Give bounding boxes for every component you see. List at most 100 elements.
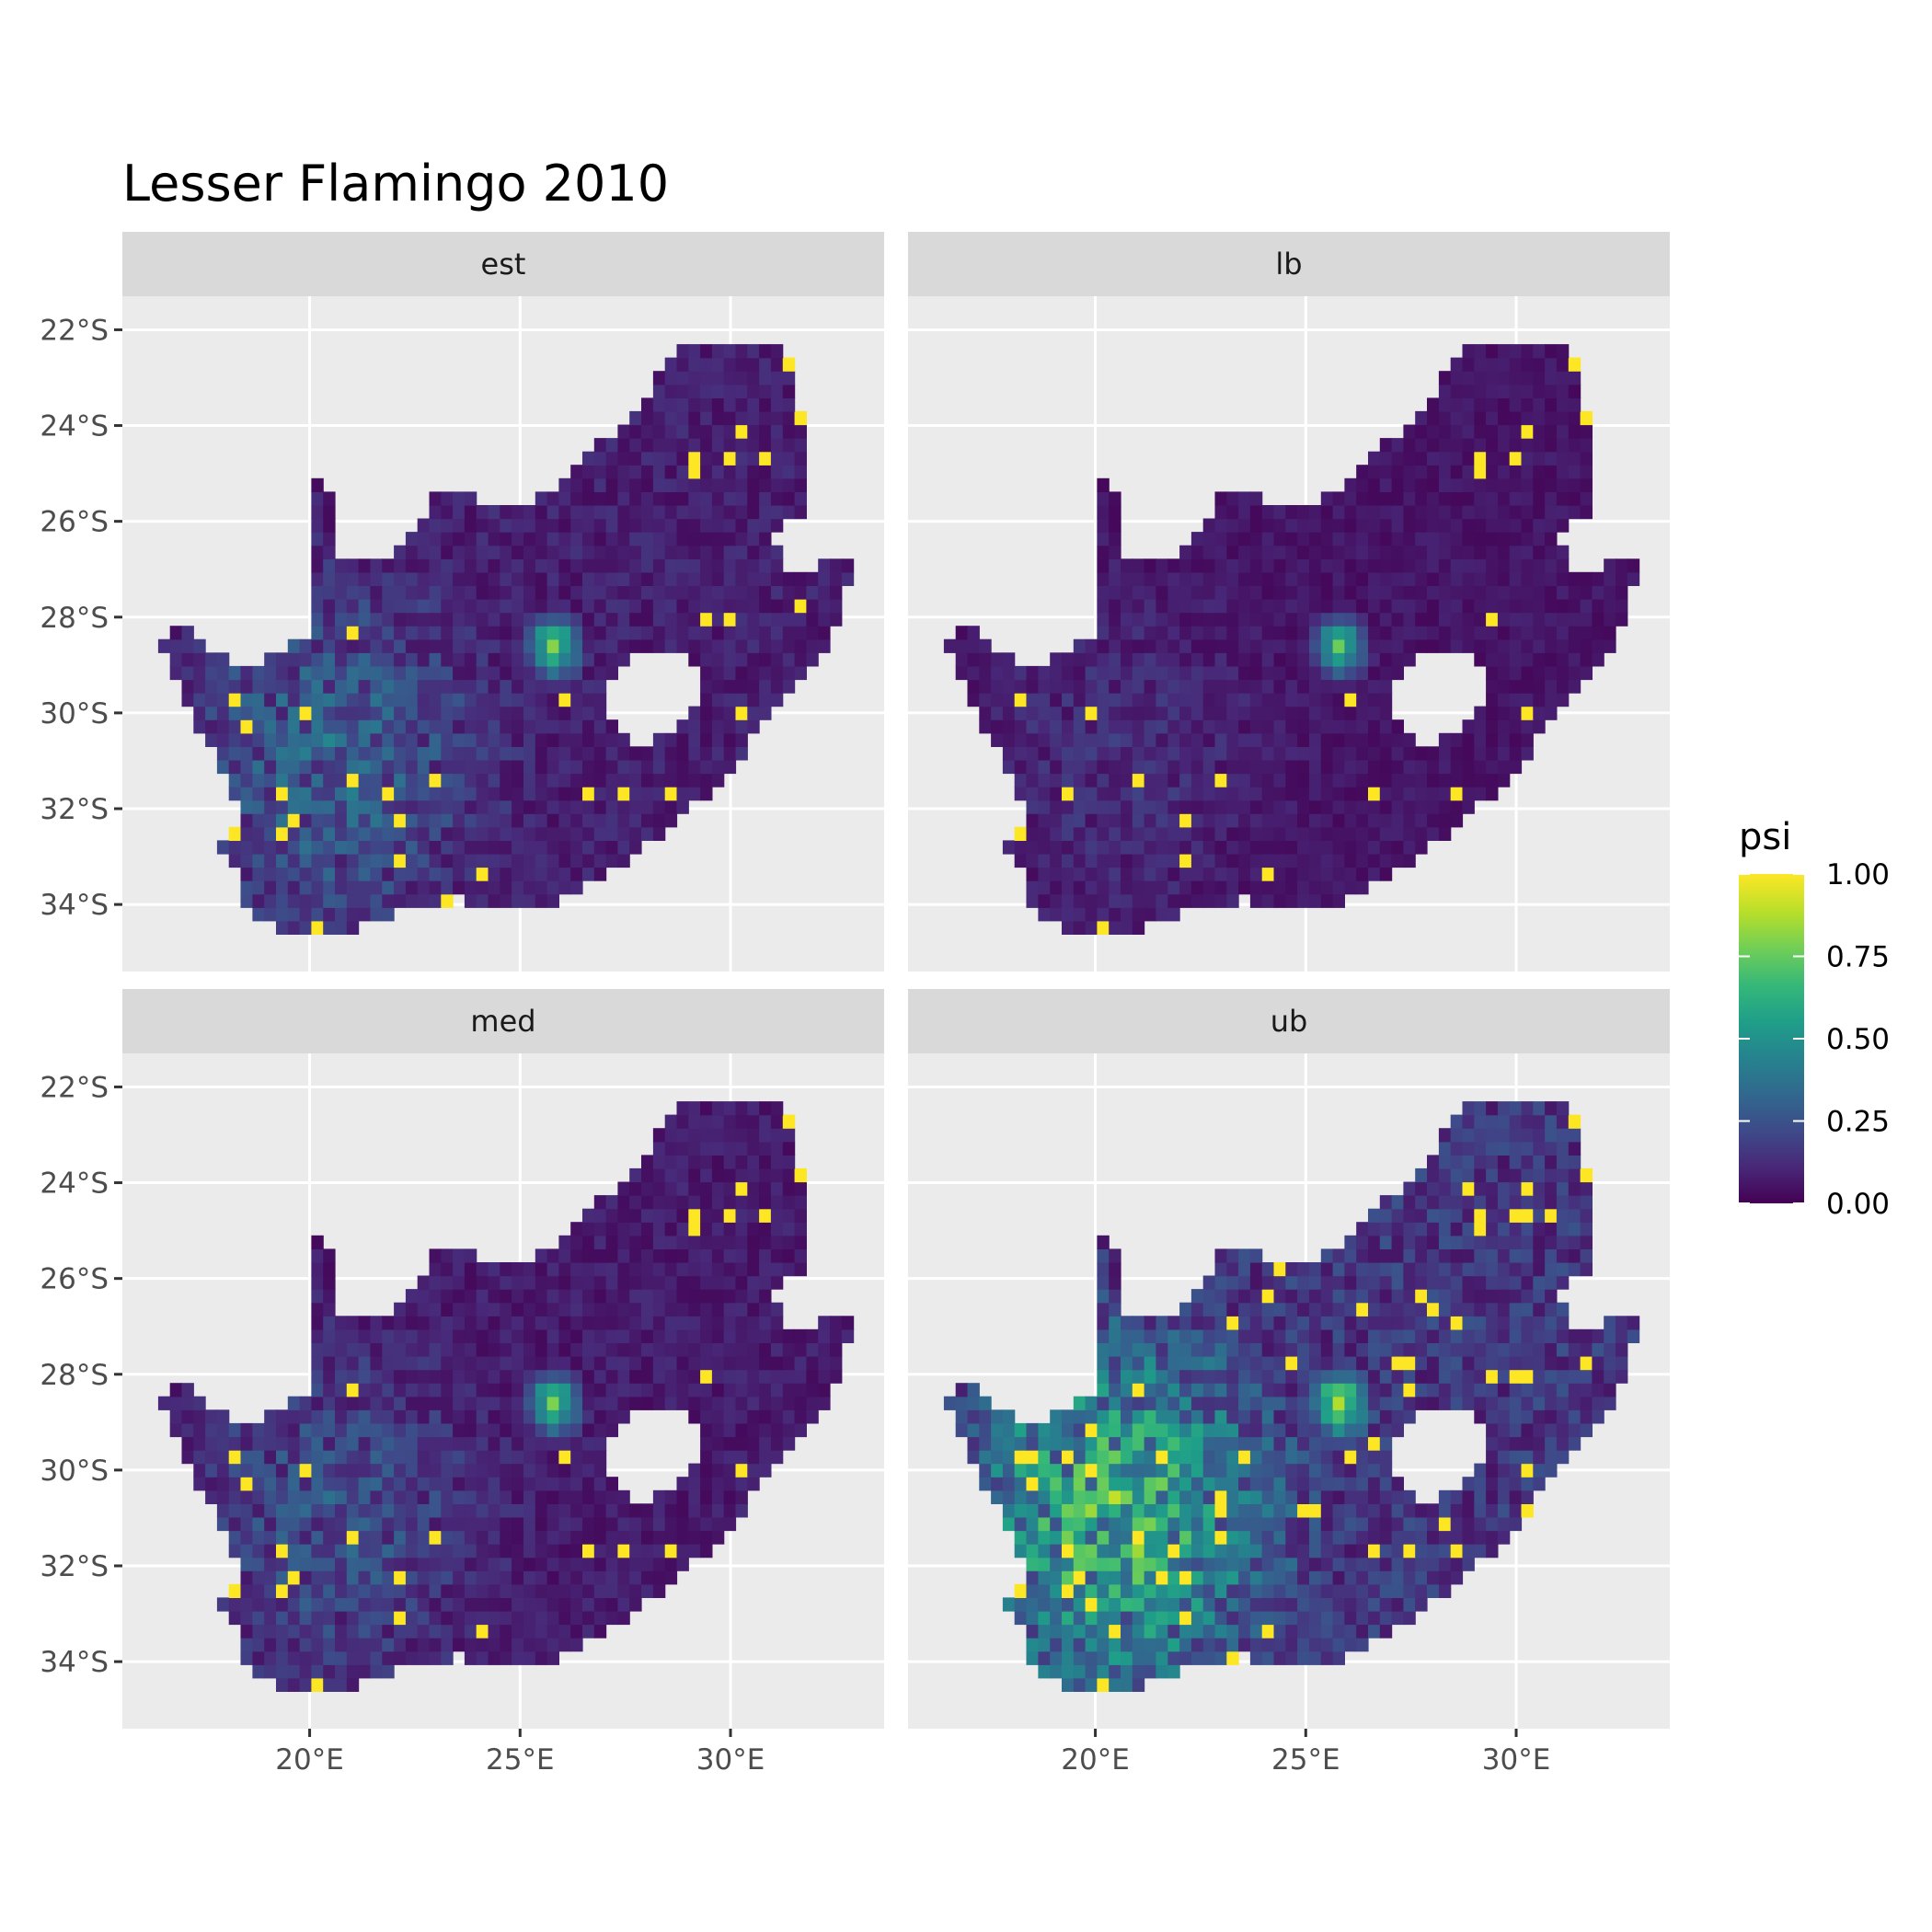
- cell: [1002, 1450, 1016, 1465]
- cell: [1132, 1557, 1145, 1571]
- cell: [546, 1597, 559, 1612]
- cell: [476, 665, 489, 681]
- cell: [500, 746, 512, 761]
- cell: [629, 1181, 642, 1196]
- cell: [287, 1597, 301, 1612]
- cell: [747, 1422, 760, 1438]
- cell: [747, 1208, 760, 1223]
- cell: [582, 638, 595, 653]
- cell: [1356, 880, 1369, 895]
- cell: [1285, 505, 1298, 520]
- cell: [405, 732, 419, 747]
- cell: [1450, 1489, 1464, 1504]
- cell: [1486, 1544, 1499, 1558]
- cell: [582, 599, 595, 614]
- cell: [546, 1530, 559, 1545]
- cell: [240, 773, 253, 788]
- cell: [652, 1503, 666, 1518]
- cell: [453, 1302, 466, 1317]
- cell: [1038, 1503, 1051, 1518]
- cell: [429, 518, 442, 533]
- cell: [1261, 585, 1275, 600]
- cell: [453, 840, 466, 855]
- cell: [1073, 1570, 1087, 1585]
- cell: [1273, 599, 1286, 614]
- cell: [688, 773, 701, 788]
- cell: [1261, 571, 1275, 586]
- cell: [1190, 1544, 1204, 1558]
- cell: [664, 1544, 678, 1558]
- cell: [1509, 693, 1523, 707]
- cell: [794, 1396, 807, 1410]
- cell: [276, 732, 289, 747]
- cell: [558, 1328, 571, 1343]
- cell: [1132, 612, 1145, 627]
- cell: [723, 505, 737, 520]
- cell: [1073, 719, 1087, 734]
- cell: [735, 465, 748, 479]
- cell: [523, 1557, 536, 1571]
- cell: [523, 1610, 536, 1626]
- cell: [747, 1409, 760, 1424]
- cell: [394, 1503, 407, 1518]
- cell: [1462, 410, 1475, 426]
- cell: [1156, 585, 1168, 600]
- cell: [1521, 371, 1534, 385]
- cell: [770, 558, 784, 573]
- cell: [417, 571, 431, 586]
- cell: [676, 1275, 689, 1290]
- cell: [782, 679, 796, 694]
- cell: [512, 1624, 524, 1639]
- cell: [723, 1516, 737, 1532]
- cell: [464, 1583, 477, 1598]
- cell: [1085, 1638, 1098, 1652]
- cell: [323, 558, 336, 573]
- cell: [1085, 1477, 1098, 1491]
- cell: [1462, 397, 1475, 412]
- cell: [441, 679, 454, 694]
- cell: [1121, 1557, 1133, 1571]
- cell: [770, 1262, 784, 1277]
- cell: [1356, 1436, 1369, 1451]
- cell: [181, 693, 194, 707]
- cell: [1332, 867, 1345, 881]
- cell: [1320, 732, 1334, 747]
- cell: [523, 1316, 536, 1330]
- cell: [711, 344, 725, 359]
- cell: [1261, 1463, 1275, 1478]
- cell: [1450, 518, 1464, 533]
- cell: [405, 1489, 419, 1504]
- cell: [1285, 1489, 1298, 1504]
- cell: [1238, 759, 1251, 775]
- cell: [1533, 1463, 1546, 1478]
- cell: [370, 880, 383, 895]
- cell: [1249, 1436, 1263, 1451]
- cell: [512, 826, 524, 841]
- cell: [641, 1356, 654, 1371]
- cell: [287, 638, 301, 653]
- cell: [1332, 491, 1345, 506]
- cell: [370, 1409, 383, 1424]
- cell: [1580, 477, 1593, 492]
- cell: [1545, 571, 1558, 586]
- cell: [346, 652, 360, 667]
- cell: [523, 867, 536, 881]
- cell: [1097, 1597, 1110, 1612]
- cell: [688, 1530, 701, 1545]
- cell: [676, 505, 689, 520]
- cell: [1214, 532, 1227, 546]
- cell: [264, 719, 277, 734]
- cell: [1097, 1477, 1110, 1491]
- cell: [512, 799, 524, 814]
- cell: [1427, 746, 1440, 761]
- cell: [688, 491, 701, 506]
- cell: [1214, 799, 1227, 814]
- cell: [1050, 1610, 1063, 1626]
- cell: [1450, 638, 1464, 653]
- cell: [299, 1530, 312, 1545]
- cell: [429, 1383, 442, 1397]
- cell: [759, 344, 772, 359]
- cell: [1249, 693, 1263, 707]
- cell: [558, 518, 571, 533]
- strip-label-lb: lb: [1275, 247, 1302, 282]
